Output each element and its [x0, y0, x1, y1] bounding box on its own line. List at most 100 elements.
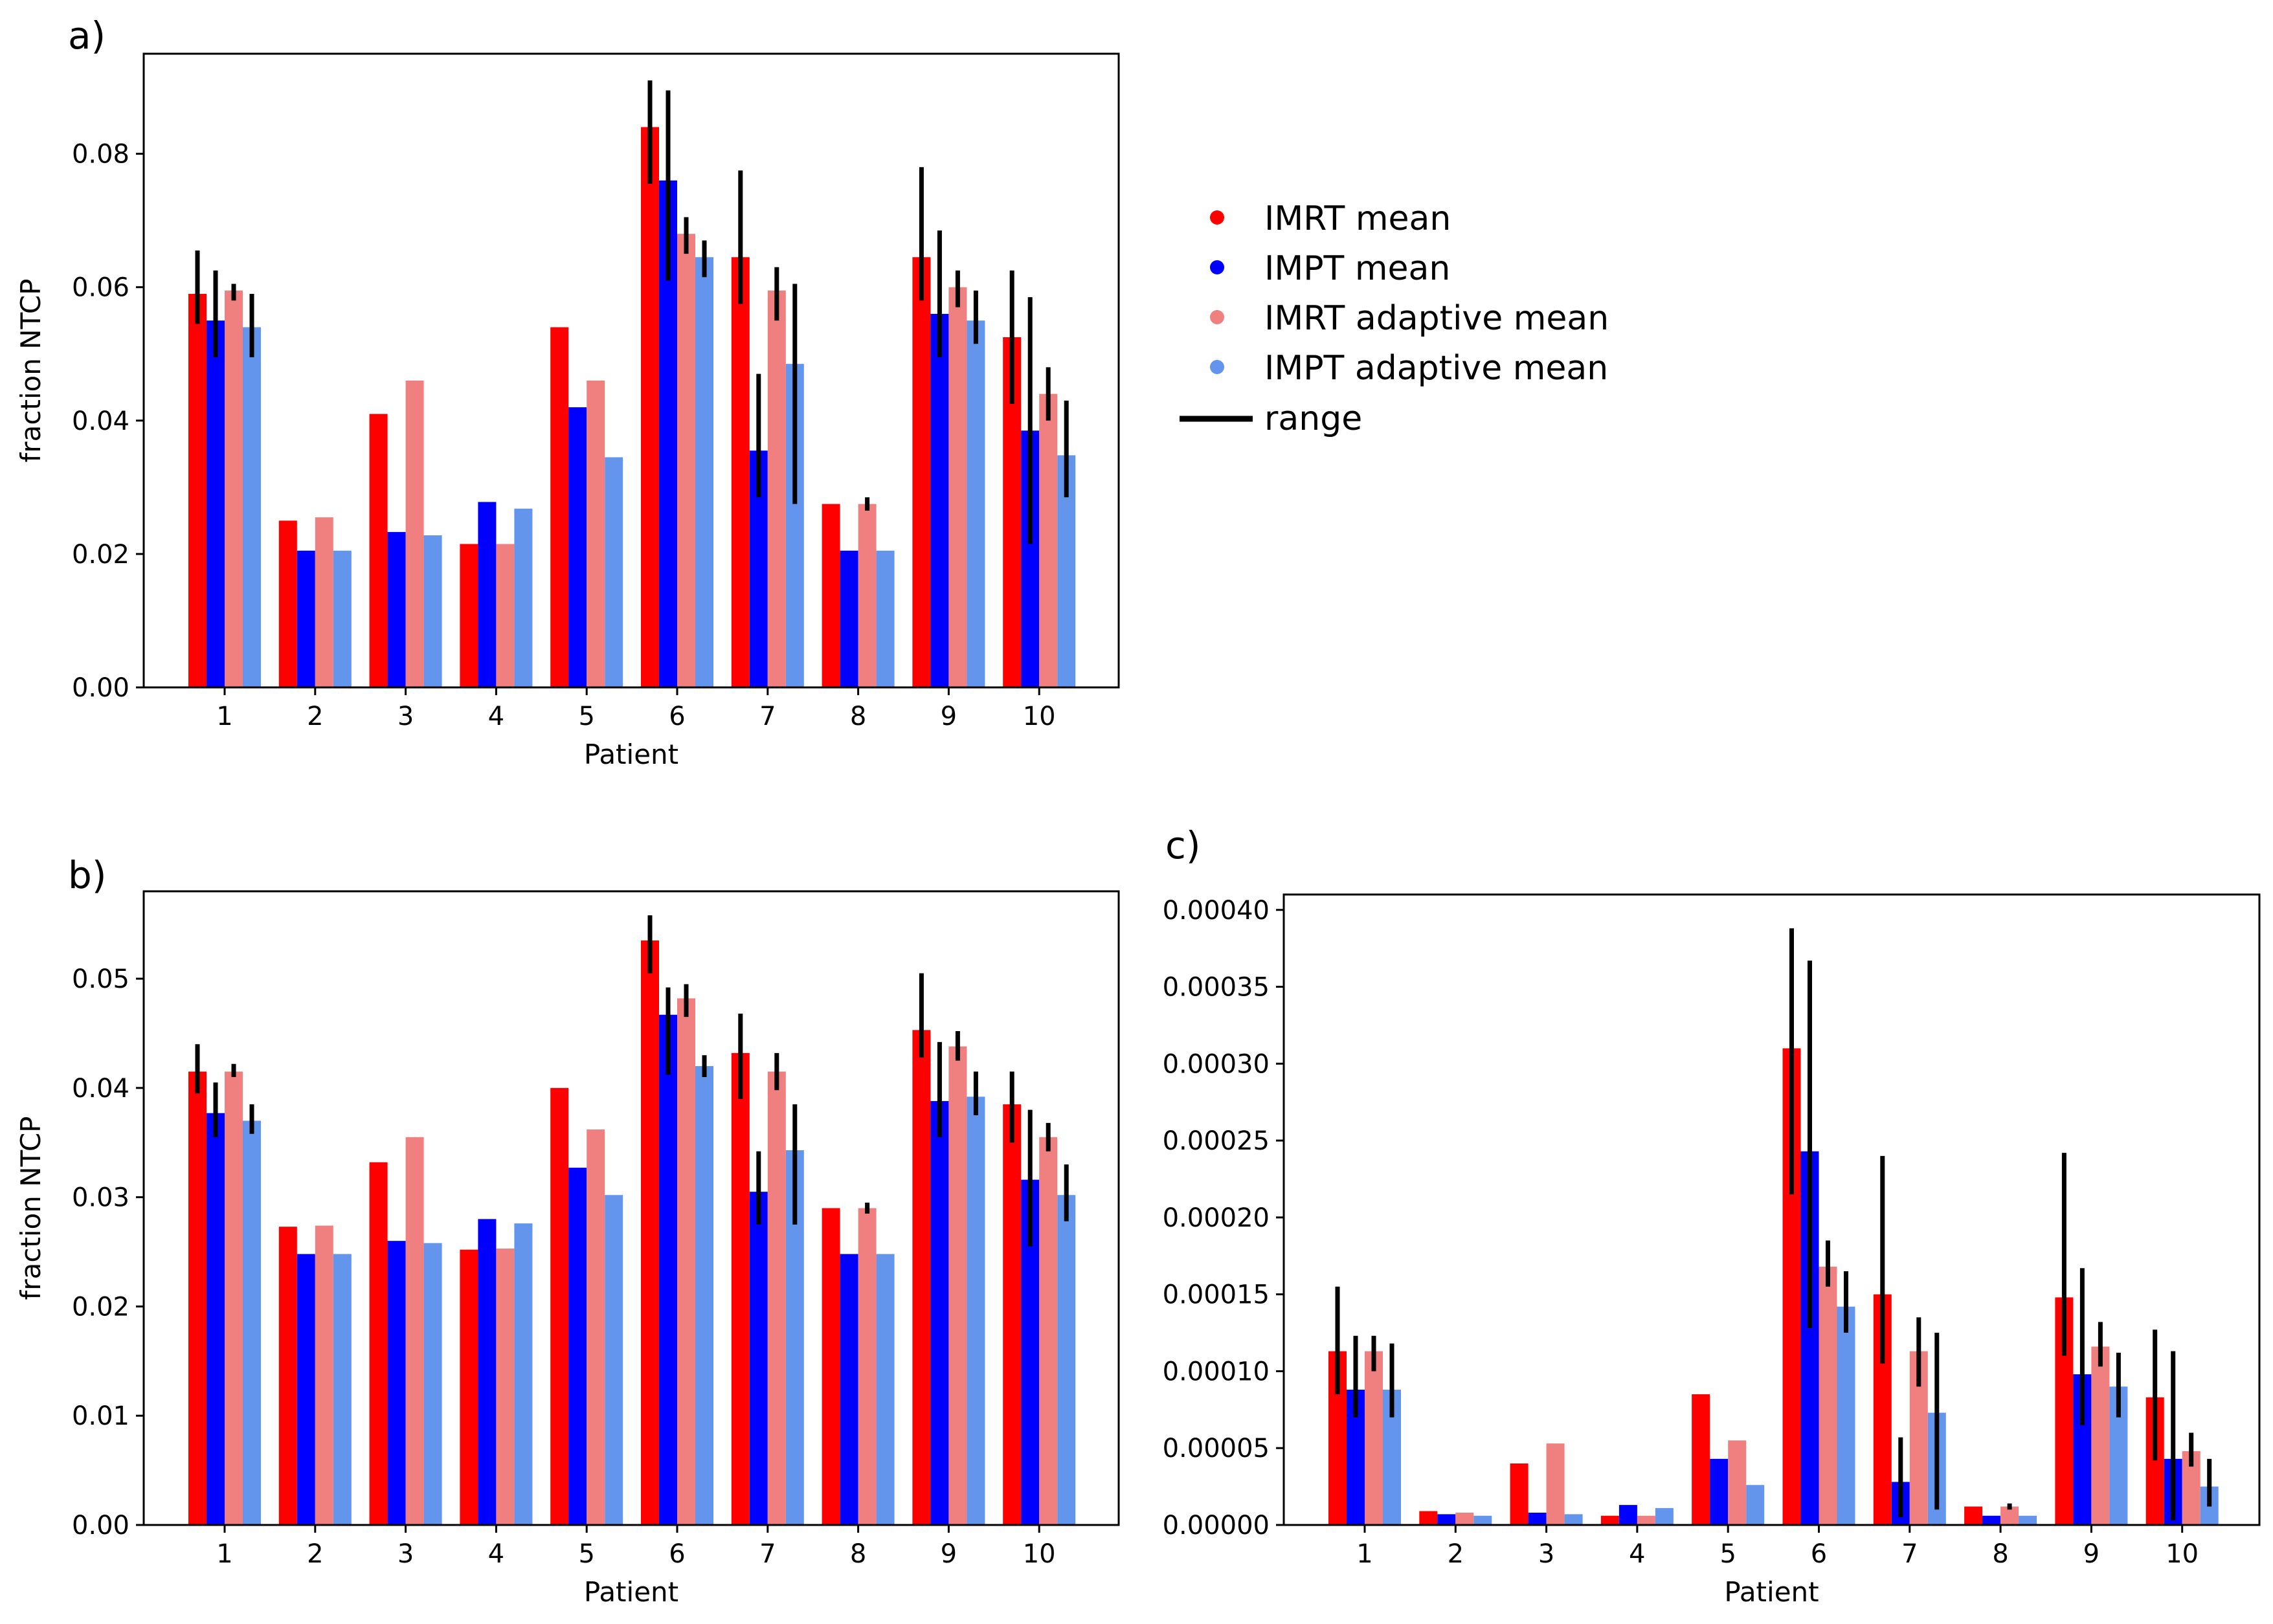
bar	[858, 504, 877, 687]
y-tick-label: 0.05	[72, 964, 129, 994]
bar	[1437, 1514, 1456, 1525]
y-tick-label: 0.03	[72, 1183, 129, 1213]
legend-swatch-impt	[1210, 260, 1224, 274]
y-tick-label: 0.00025	[1163, 1126, 1270, 1156]
x-tick-label: 8	[850, 1539, 866, 1569]
bar	[659, 1014, 677, 1525]
bar	[405, 380, 424, 687]
legend-swatch-imrt	[1210, 210, 1224, 225]
bar	[876, 550, 895, 687]
legend: IMRT mean IMPT mean IMRT adaptive mean I…	[1180, 199, 1609, 438]
x-axis-title: Patient	[584, 1576, 678, 1608]
bar	[496, 1248, 515, 1525]
bar	[731, 1052, 750, 1525]
plot-frame	[142, 52, 1120, 689]
legend-label-imrt: IMRT mean	[1264, 199, 1451, 238]
x-tick-label: 6	[1811, 1539, 1827, 1569]
bar	[948, 287, 967, 687]
bar	[297, 1254, 315, 1525]
bar	[1419, 1511, 1438, 1525]
bar	[967, 320, 985, 687]
bar	[767, 290, 786, 687]
x-tick-label: 9	[941, 1539, 957, 1569]
bar	[1600, 1515, 1619, 1525]
bar	[605, 1195, 623, 1525]
bar	[2019, 1515, 2037, 1525]
bar	[369, 1162, 388, 1525]
bar	[587, 1129, 605, 1525]
x-tick-label: 3	[1538, 1539, 1554, 1569]
bar	[405, 1137, 424, 1525]
bar	[333, 1254, 352, 1525]
y-tick-label: 0.06	[72, 273, 129, 303]
legend-swatch-impt-adaptive	[1210, 360, 1224, 374]
bar	[496, 544, 515, 687]
y-tick-label: 0.00020	[1163, 1203, 1270, 1233]
y-tick-label: 0.00005	[1163, 1434, 1270, 1463]
bar	[460, 544, 478, 687]
bar	[225, 1071, 243, 1525]
bar	[1746, 1485, 1765, 1525]
x-tick-label: 1	[216, 1539, 232, 1569]
bar	[912, 257, 931, 687]
bar	[568, 407, 587, 687]
bar	[876, 1254, 895, 1525]
x-tick-label: 8	[850, 702, 866, 731]
x-tick-label: 1	[216, 702, 232, 731]
x-tick-label: 10	[2166, 1539, 2199, 1569]
x-tick-label: 4	[488, 1539, 504, 1569]
bar	[1564, 1514, 1583, 1525]
bar	[1819, 1266, 1837, 1525]
bar	[587, 380, 605, 687]
x-tick-label: 3	[397, 702, 414, 731]
bar	[1039, 1137, 1058, 1525]
x-tick-label: 1	[1356, 1539, 1372, 1569]
y-tick-label: 0.04	[72, 406, 129, 436]
bar	[207, 320, 225, 687]
bar	[1637, 1515, 1655, 1525]
bar	[1039, 394, 1058, 687]
y-tick-label: 0.00010	[1163, 1357, 1270, 1386]
bar	[188, 293, 207, 687]
bar	[967, 1096, 985, 1525]
bar	[930, 313, 949, 687]
x-tick-label: 5	[578, 1539, 594, 1569]
panel-label-b: b)	[68, 853, 106, 897]
bar	[605, 457, 623, 687]
bar	[677, 998, 695, 1525]
chart-b: 0.00 0.01 0.02 0.03 0.04 0.05 1 2 3 4 5 6 7 8 9 10 Patie…	[15, 890, 1120, 1608]
bar	[1728, 1440, 1747, 1525]
x-tick-label: 4	[488, 702, 504, 731]
legend-swatch-imrt-adaptive	[1210, 310, 1224, 324]
bar	[333, 550, 352, 687]
bar	[550, 327, 569, 688]
x-tick-label: 2	[307, 1539, 323, 1569]
bar	[478, 502, 497, 687]
x-tick-label: 10	[1023, 1539, 1056, 1569]
bar	[568, 1168, 587, 1525]
x-tick-label: 2	[1448, 1539, 1464, 1569]
bar	[514, 1223, 533, 1525]
legend-label-impt: IMPT mean	[1264, 249, 1450, 288]
bar	[912, 1030, 931, 1525]
bar	[243, 327, 261, 688]
bar	[641, 127, 659, 687]
x-axis-title: Patient	[1724, 1576, 1819, 1608]
bar	[514, 508, 533, 687]
legend-label-impt-adaptive: IMPT adaptive mean	[1264, 349, 1608, 388]
y-tick-label: 0.00	[72, 673, 129, 703]
x-tick-label: 3	[397, 1539, 414, 1569]
bar	[822, 1208, 840, 1525]
bar	[315, 1225, 333, 1525]
x-axis-title: Patient	[584, 739, 678, 770]
x-tick-label: 10	[1023, 702, 1056, 731]
bar	[207, 1113, 225, 1525]
y-tick-label: 0.00015	[1163, 1280, 1270, 1310]
bar	[278, 520, 297, 687]
bar	[1455, 1512, 1474, 1525]
bar	[369, 414, 388, 687]
y-tick-label: 0.00030	[1163, 1049, 1270, 1079]
y-tick-label: 0.01	[72, 1401, 129, 1431]
x-tick-label: 5	[1719, 1539, 1736, 1569]
bar	[948, 1046, 967, 1525]
